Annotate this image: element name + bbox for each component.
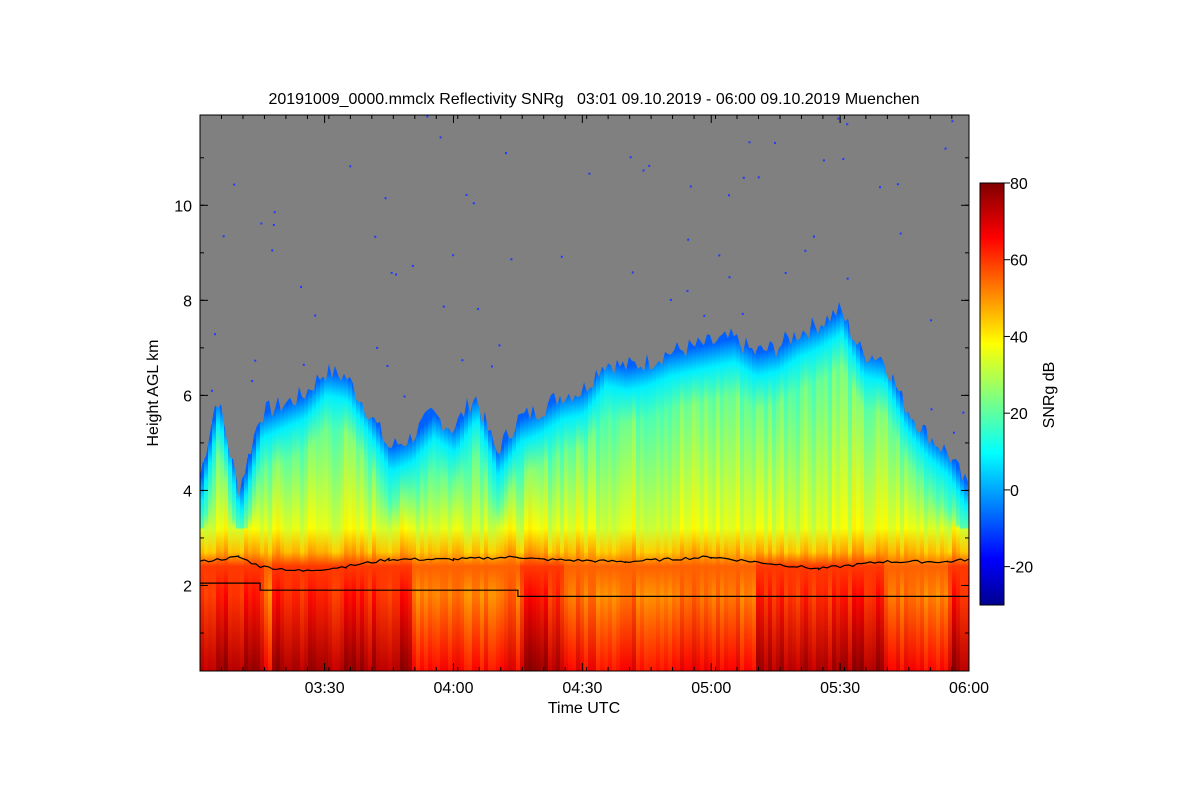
x-tick-label: 05:30 xyxy=(820,680,860,697)
colorbar-tick-label: 40 xyxy=(1010,329,1028,346)
x-tick-label: 04:30 xyxy=(562,680,602,697)
colorbar-tick-label: 80 xyxy=(1010,176,1028,193)
colorbar-tick-label: -20 xyxy=(1010,560,1033,577)
noise-speckles xyxy=(210,115,965,434)
y-tick-label: 6 xyxy=(183,388,192,405)
x-tick-label: 03:30 xyxy=(305,680,345,697)
x-axis-ticks: 03:30 04:00 04:30 05:00 05:30 06:00 xyxy=(199,115,989,697)
x-tick-label: 04:00 xyxy=(433,680,473,697)
x-axis-label: Time UTC xyxy=(548,700,620,717)
colorbar-ticks: -20 0 20 40 60 80 xyxy=(1004,176,1033,577)
chart-title: 20191009_0000.mmclx Reflectivity SNRg 03… xyxy=(268,91,919,108)
lower-step-line xyxy=(200,582,969,597)
y-axis-ticks: 2 4 6 8 10 xyxy=(174,157,969,634)
plot-frame xyxy=(199,114,970,672)
y-tick-label: 2 xyxy=(183,578,192,595)
echo-field xyxy=(200,301,969,671)
y-tick-label: 8 xyxy=(183,293,192,310)
x-tick-label: 06:00 xyxy=(949,680,989,697)
colorbar xyxy=(979,182,1005,606)
colorbar-tick-label: 0 xyxy=(1010,483,1019,500)
colorbar-label: SNRg dB xyxy=(1041,362,1058,429)
y-axis-label: Height AGL km xyxy=(145,339,162,446)
x-tick-label: 05:00 xyxy=(691,680,731,697)
melting-layer-line xyxy=(200,555,969,572)
y-tick-label: 10 xyxy=(174,198,192,215)
y-tick-label: 4 xyxy=(183,483,192,500)
colorbar-tick-label: 60 xyxy=(1010,253,1028,270)
colorbar-tick-label: 20 xyxy=(1010,406,1028,423)
